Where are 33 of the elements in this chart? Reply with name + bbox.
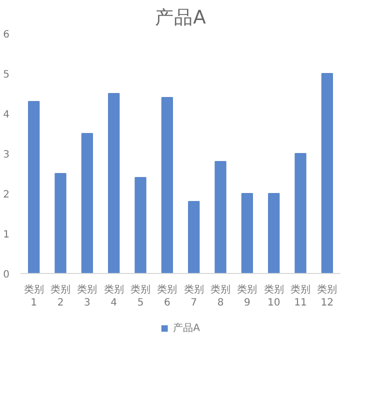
chart-title: 产品A [155, 8, 206, 28]
bar [188, 201, 200, 274]
bar [321, 73, 333, 274]
y-tick-label: 2 [3, 190, 10, 200]
x-tick-label: 类别 12 [317, 284, 338, 309]
bar [241, 193, 253, 274]
y-tick-label: 6 [3, 30, 10, 40]
bar [214, 161, 226, 274]
x-tick-label: 类别 8 [210, 284, 230, 309]
x-tick-label: 类别 11 [290, 284, 310, 309]
y-tick-label: 0 [3, 270, 10, 280]
x-tick-label: 类别 1 [24, 284, 44, 309]
bar [108, 93, 120, 274]
x-tick-label: 类别 2 [50, 284, 70, 309]
x-tick-label: 类别 6 [157, 284, 178, 309]
x-tick-label: 类别 9 [237, 284, 258, 309]
x-tick-label: 类别 7 [184, 284, 204, 309]
legend-label: 产品A [173, 322, 200, 335]
bar [28, 101, 40, 274]
y-tick-label: 4 [3, 110, 10, 120]
bar [268, 193, 280, 274]
x-tick-label: 类别 10 [264, 284, 284, 309]
x-tick-label: 类别 3 [77, 284, 98, 309]
bar [54, 173, 66, 274]
bar [294, 153, 306, 274]
x-tick-label: 类别 4 [104, 284, 124, 309]
y-tick-label: 5 [3, 70, 10, 80]
bar [134, 177, 146, 274]
bar [161, 97, 173, 274]
bar [81, 133, 93, 274]
y-tick-label: 3 [3, 150, 10, 160]
x-tick-label: 类别 5 [130, 284, 150, 309]
y-tick-label: 1 [3, 230, 10, 240]
